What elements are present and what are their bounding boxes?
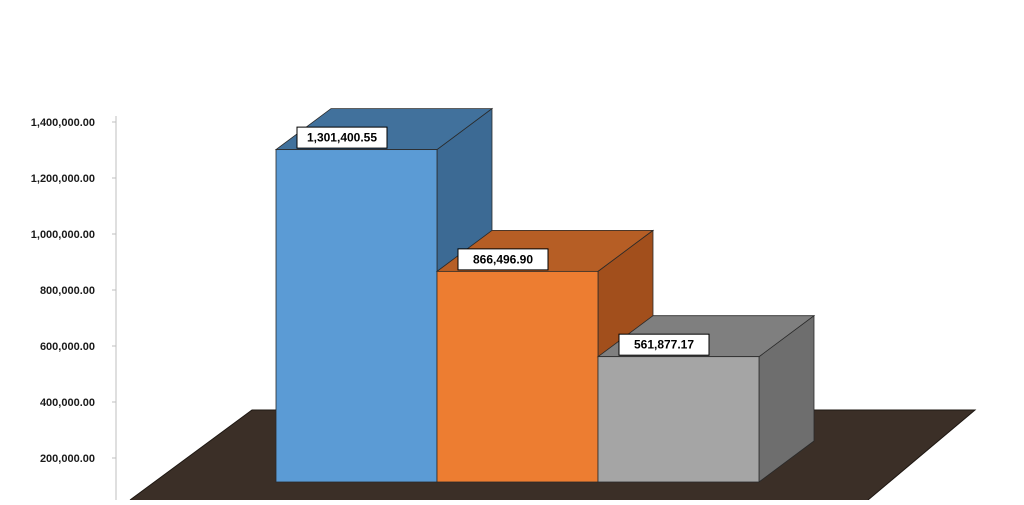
data-label-2: 866,496.90 <box>457 248 549 271</box>
bar-3 <box>596 314 816 483</box>
data-label-box <box>296 126 388 149</box>
data-label-box <box>457 248 549 271</box>
y-tick-label: 1,000,000.00 <box>31 229 95 241</box>
data-label-1: 1,301,400.55 <box>296 126 388 149</box>
y-tick-label: 1,400,000.00 <box>31 117 95 129</box>
y-tick-label: 800,000.00 <box>40 285 95 297</box>
data-label-text: 1,301,400.55 <box>307 131 377 145</box>
bar-front-face <box>597 356 760 483</box>
y-tick-label: 1,200,000.00 <box>31 173 95 185</box>
y-tick-label: 400,000.00 <box>40 397 95 409</box>
data-label-text: 866,496.90 <box>473 252 533 266</box>
y-axis: 200,000.00 400,000.00 600,000.00 800,000.00… <box>31 116 117 500</box>
y-tick-label: 200,000.00 <box>40 453 95 465</box>
data-label-text: 561,877.17 <box>634 338 694 352</box>
bar-front-face <box>436 270 599 483</box>
data-label-box <box>618 333 710 356</box>
bars <box>274 107 816 483</box>
data-labels: 1,301,400.55 866,496.90 561,877.17 <box>296 126 710 356</box>
data-label-3: 561,877.17 <box>618 333 710 356</box>
bar-front-face <box>275 149 438 483</box>
y-tick-label: 600,000.00 <box>40 341 95 353</box>
